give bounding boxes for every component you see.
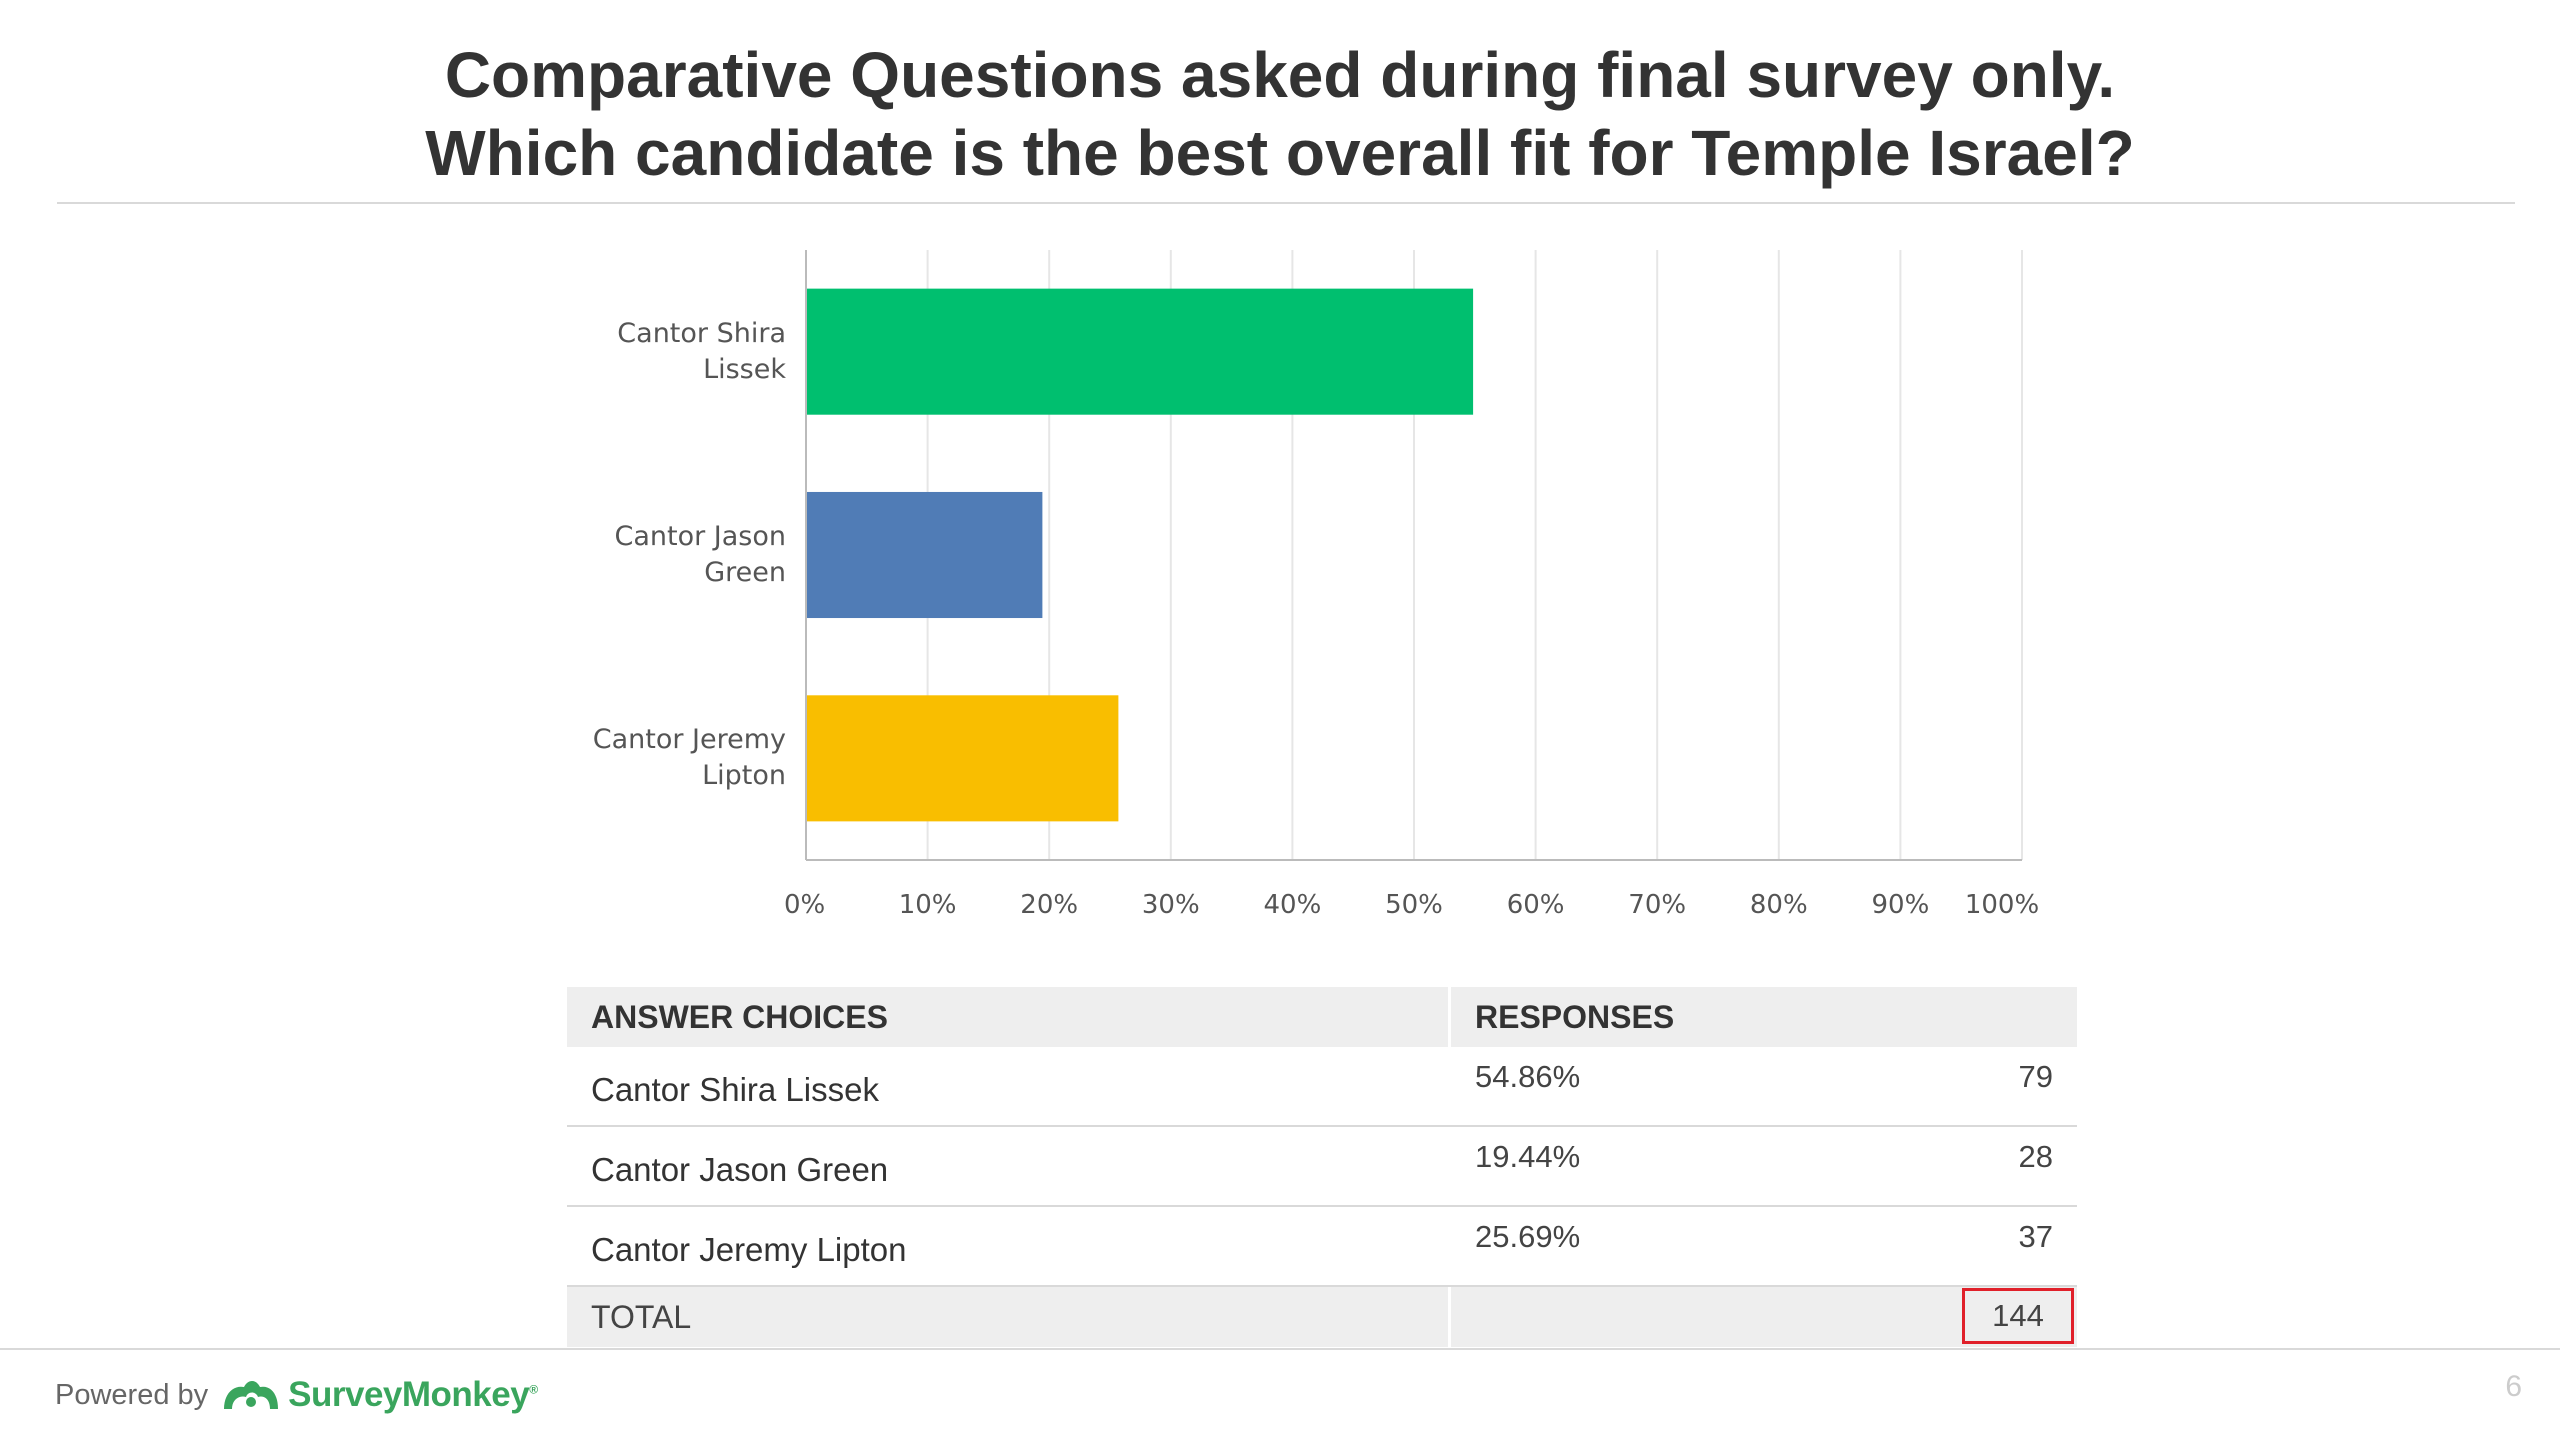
bar	[807, 491, 1043, 619]
category-label-line: Green	[704, 557, 786, 588]
x-tick-label: 10%	[898, 890, 957, 920]
total-count: 144	[1992, 1298, 2044, 1333]
category-label-line: Lissek	[703, 353, 786, 385]
answer-label: Cantor Jason Green	[567, 1127, 1451, 1205]
response-percent: 19.44%	[1475, 1139, 1581, 1174]
responses-header: RESPONSES	[1475, 998, 1675, 1035]
footer-divider	[0, 1348, 2560, 1350]
x-tick-label: 20%	[1020, 890, 1079, 920]
table-row: Cantor Shira Lissek 54.86% 79	[567, 1047, 2077, 1127]
title-divider	[57, 202, 2515, 204]
powered-by-text: Powered by	[55, 1378, 209, 1411]
bar	[807, 695, 1119, 822]
response-percent: 54.86%	[1475, 1059, 1581, 1094]
category-label: Cantor Jason Green	[526, 519, 786, 591]
responses-table: ANSWER CHOICES RESPONSES Cantor Shira Li…	[567, 987, 2077, 1347]
title-line-2: Which candidate is the best overall fit …	[425, 117, 2135, 189]
table-row: Cantor Jason Green 19.44% 28	[567, 1127, 2077, 1207]
x-tick-label: 50%	[1385, 890, 1443, 920]
category-label: Cantor Jeremy Lipton	[526, 722, 786, 794]
response-count: 28	[2018, 1139, 2053, 1174]
bar	[807, 288, 1474, 415]
category-label-line: Cantor Shira	[617, 317, 786, 349]
x-tick-label: 0%	[784, 890, 826, 920]
category-label-line: Lipton	[702, 760, 786, 792]
title-line-1: Comparative Questions asked during final…	[444, 39, 2116, 111]
x-tick-label: 60%	[1506, 890, 1565, 920]
x-tick-label: 70%	[1628, 890, 1687, 920]
answer-label: Cantor Jeremy Lipton	[567, 1207, 1451, 1285]
x-tick-label: 90%	[1871, 890, 1930, 920]
footer: Powered by SurveyMonkey®	[55, 1370, 538, 1420]
x-tick-label: 80%	[1749, 890, 1808, 920]
category-label-line: Cantor Jason	[614, 521, 786, 552]
table-row: Cantor Jeremy Lipton 25.69% 37	[567, 1207, 2077, 1287]
brand-name: SurveyMonkey	[288, 1375, 530, 1414]
table-total-row: TOTAL 144	[567, 1287, 2077, 1347]
page-number: 6	[2505, 1370, 2522, 1403]
x-tick-label: 30%	[1141, 890, 1200, 920]
surveymonkey-brand: SurveyMonkey®	[288, 1375, 538, 1415]
answer-choices-header: ANSWER CHOICES	[567, 987, 1451, 1047]
total-count-highlight: 144	[1962, 1288, 2074, 1344]
answer-label: Cantor Shira Lissek	[567, 1047, 1451, 1125]
bar-chart	[805, 250, 2023, 861]
response-count: 37	[2018, 1219, 2053, 1254]
x-tick-label: 40%	[1263, 890, 1322, 920]
surveymonkey-logo-icon	[224, 1381, 279, 1409]
response-count: 79	[2018, 1059, 2053, 1094]
total-label: TOTAL	[567, 1287, 1451, 1347]
category-label-line: Cantor Jeremy	[592, 724, 786, 756]
page-title: Comparative Questions asked during final…	[0, 36, 2560, 192]
category-label: Cantor Shira Lissek	[526, 316, 786, 388]
response-percent: 25.69%	[1475, 1219, 1581, 1254]
table-header-row: ANSWER CHOICES RESPONSES	[567, 987, 2077, 1047]
brand-registered-mark: ®	[529, 1382, 538, 1397]
x-tick-label: 100%	[1964, 890, 2040, 920]
